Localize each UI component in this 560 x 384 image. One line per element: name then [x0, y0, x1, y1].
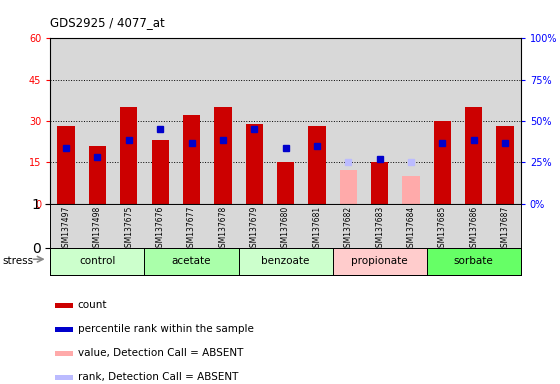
- Text: GSM137676: GSM137676: [156, 206, 165, 252]
- Text: GDS2925 / 4077_at: GDS2925 / 4077_at: [50, 16, 165, 29]
- Bar: [371, 162, 388, 204]
- Text: value, Detection Call = ABSENT: value, Detection Call = ABSENT: [77, 348, 243, 358]
- Bar: [55, 375, 73, 380]
- Text: control: control: [80, 256, 115, 266]
- Bar: [434, 121, 451, 204]
- Bar: [309, 126, 325, 204]
- Bar: [183, 116, 200, 204]
- Bar: [55, 303, 73, 308]
- Text: GSM137683: GSM137683: [375, 206, 384, 252]
- Text: benzoate: benzoate: [262, 256, 310, 266]
- Bar: [120, 107, 137, 204]
- Bar: [465, 107, 482, 204]
- Bar: [239, 248, 333, 275]
- Bar: [246, 124, 263, 204]
- Bar: [89, 146, 106, 204]
- Text: rank, Detection Call = ABSENT: rank, Detection Call = ABSENT: [77, 372, 238, 382]
- Bar: [55, 327, 73, 332]
- Text: GSM137682: GSM137682: [344, 206, 353, 252]
- Bar: [333, 248, 427, 275]
- Text: sorbate: sorbate: [454, 256, 493, 266]
- Text: GSM137677: GSM137677: [187, 206, 196, 252]
- Bar: [152, 140, 169, 204]
- Bar: [58, 126, 74, 204]
- Bar: [403, 176, 419, 204]
- Text: count: count: [77, 300, 107, 310]
- Bar: [497, 126, 514, 204]
- Text: GSM137686: GSM137686: [469, 206, 478, 252]
- Bar: [427, 248, 521, 275]
- Bar: [214, 107, 231, 204]
- Text: GSM137497: GSM137497: [62, 206, 71, 252]
- Text: GSM137679: GSM137679: [250, 206, 259, 252]
- Bar: [144, 248, 239, 275]
- Text: GSM137685: GSM137685: [438, 206, 447, 252]
- Text: propionate: propionate: [351, 256, 408, 266]
- Text: GSM137675: GSM137675: [124, 206, 133, 252]
- Text: GSM137680: GSM137680: [281, 206, 290, 252]
- Text: GSM137498: GSM137498: [93, 206, 102, 252]
- Bar: [55, 351, 73, 356]
- Text: percentile rank within the sample: percentile rank within the sample: [77, 324, 253, 334]
- Bar: [277, 162, 294, 204]
- Text: GSM137681: GSM137681: [312, 206, 321, 252]
- Bar: [50, 248, 144, 275]
- Text: acetate: acetate: [172, 256, 211, 266]
- Bar: [340, 170, 357, 204]
- Text: GSM137684: GSM137684: [407, 206, 416, 252]
- Text: stress: stress: [3, 256, 34, 266]
- Text: GSM137687: GSM137687: [501, 206, 510, 252]
- Text: GSM137678: GSM137678: [218, 206, 227, 252]
